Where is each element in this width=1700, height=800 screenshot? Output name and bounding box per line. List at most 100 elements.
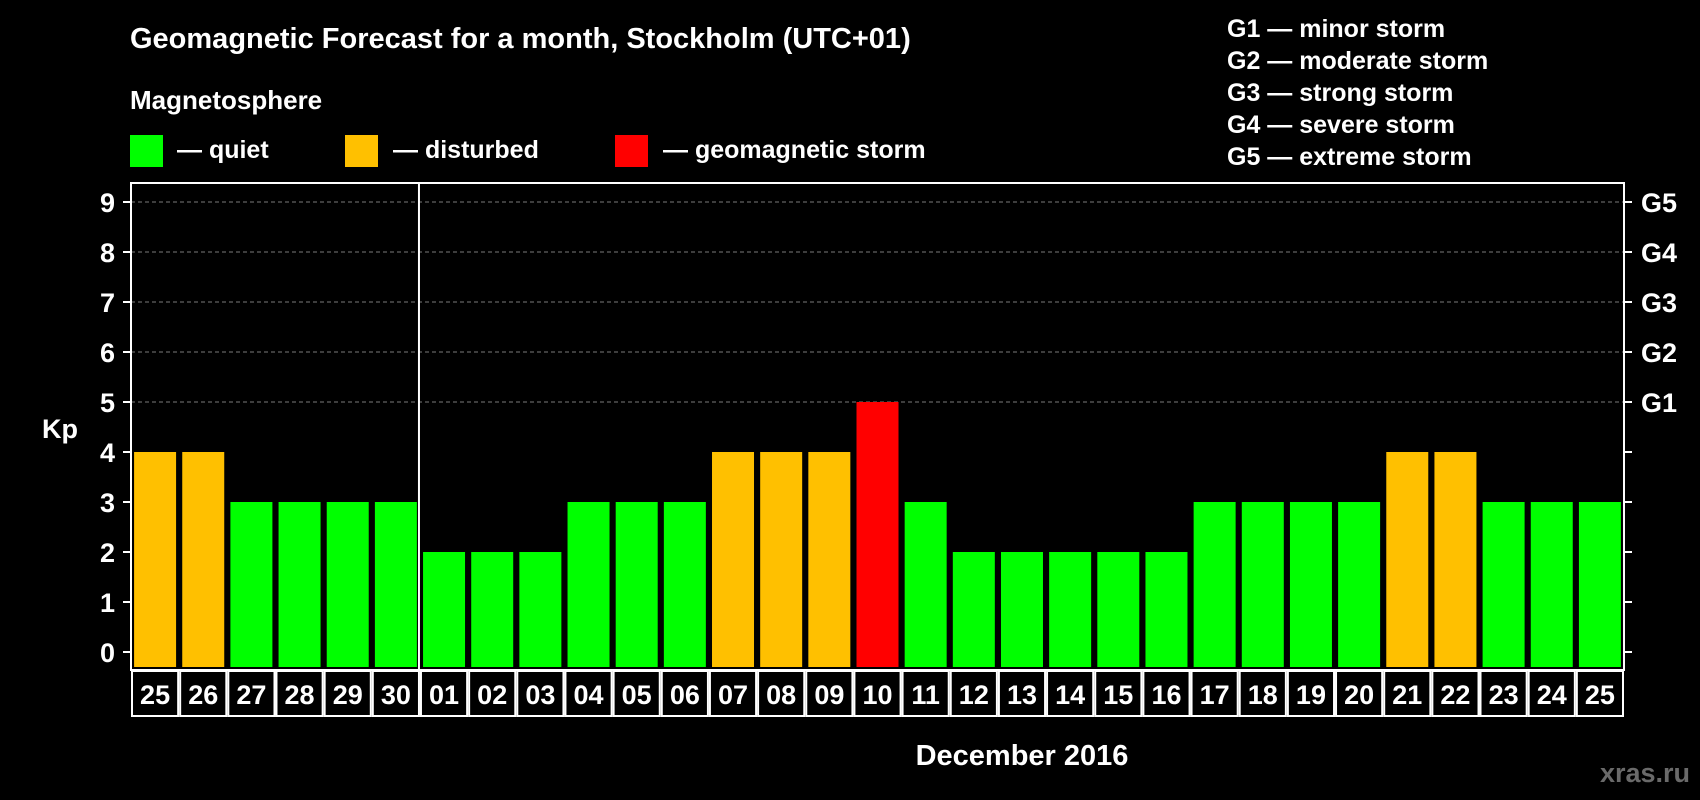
y-tick-label: 2 bbox=[100, 538, 115, 568]
day-label-box bbox=[949, 670, 998, 717]
day-label-box bbox=[371, 670, 420, 717]
legend-swatch-disturbed bbox=[345, 135, 378, 167]
day-label: 28 bbox=[285, 680, 315, 710]
day-label-box bbox=[612, 670, 661, 717]
bar bbox=[1097, 552, 1140, 667]
day-label-box bbox=[1190, 670, 1239, 717]
day-label: 25 bbox=[1585, 680, 1615, 710]
day-label: 07 bbox=[718, 680, 748, 710]
bar bbox=[134, 452, 177, 667]
day-label-box bbox=[179, 670, 228, 717]
day-label: 17 bbox=[1200, 680, 1230, 710]
bar bbox=[1049, 552, 1092, 667]
storm-scale-g5: G5 — extreme storm bbox=[1227, 143, 1472, 171]
day-label-box bbox=[275, 670, 324, 717]
day-label: 11 bbox=[911, 680, 940, 710]
day-label-box bbox=[1142, 670, 1191, 717]
day-label-box bbox=[1238, 670, 1287, 717]
day-label: 18 bbox=[1248, 680, 1278, 710]
bar bbox=[567, 502, 610, 667]
day-label-box bbox=[1479, 670, 1528, 717]
bar bbox=[1193, 502, 1236, 667]
day-label: 27 bbox=[236, 680, 266, 710]
day-label-box bbox=[1286, 670, 1336, 717]
bar bbox=[326, 502, 369, 667]
day-label-box bbox=[323, 670, 372, 717]
day-label: 14 bbox=[1055, 680, 1085, 710]
day-label-box bbox=[660, 670, 709, 717]
magnetosphere-label: Magnetosphere bbox=[130, 85, 322, 115]
legend: — quiet — disturbed — geomagnetic storm bbox=[130, 135, 926, 167]
chart-title: Geomagnetic Forecast for a month, Stockh… bbox=[130, 23, 911, 55]
bar bbox=[230, 502, 273, 667]
day-label-box bbox=[1046, 670, 1095, 717]
bar bbox=[374, 502, 417, 667]
bar bbox=[1482, 502, 1525, 667]
gridlines bbox=[131, 201, 1624, 403]
legend-swatch-quiet bbox=[130, 135, 163, 167]
bar bbox=[1000, 552, 1043, 667]
bar bbox=[663, 502, 706, 667]
bar bbox=[808, 452, 851, 667]
day-label: 30 bbox=[381, 680, 411, 710]
day-label-box bbox=[227, 670, 276, 717]
day-label-box bbox=[901, 670, 950, 717]
bar bbox=[952, 552, 995, 667]
day-label-box bbox=[853, 670, 902, 717]
storm-scale-g2: G2 — moderate storm bbox=[1227, 47, 1488, 75]
storm-level-labels: G1 G2 G3 G4 G5 bbox=[1641, 188, 1677, 418]
day-label-box bbox=[1383, 670, 1432, 717]
x-axis-label: December 2016 bbox=[916, 740, 1129, 772]
bar bbox=[519, 552, 562, 667]
day-label-box bbox=[1527, 670, 1576, 717]
day-label-box bbox=[708, 670, 758, 717]
legend-label-disturbed: — disturbed bbox=[393, 136, 539, 164]
day-label: 23 bbox=[1489, 680, 1519, 710]
day-label-box bbox=[997, 670, 1047, 717]
bar bbox=[1386, 452, 1429, 667]
bar bbox=[278, 502, 321, 667]
bar bbox=[904, 502, 947, 667]
day-label-box bbox=[419, 670, 469, 717]
storm-level-label: G4 bbox=[1641, 238, 1677, 268]
day-label-box bbox=[805, 670, 854, 717]
y-axis-label: Kp bbox=[42, 414, 78, 444]
bar bbox=[1338, 502, 1381, 667]
day-label: 25 bbox=[140, 680, 170, 710]
legend-label-storm: — geomagnetic storm bbox=[663, 136, 926, 164]
day-label: 05 bbox=[622, 680, 652, 710]
day-label: 19 bbox=[1296, 680, 1326, 710]
storm-level-label: G5 bbox=[1641, 188, 1677, 218]
bar bbox=[1578, 502, 1621, 667]
bars bbox=[134, 402, 1621, 667]
legend-swatch-storm bbox=[615, 135, 648, 167]
storm-scale-g4: G4 — severe storm bbox=[1227, 111, 1455, 139]
day-label: 08 bbox=[766, 680, 796, 710]
y-tick-label: 8 bbox=[100, 238, 115, 268]
storm-level-label: G2 bbox=[1641, 338, 1677, 368]
day-label-box bbox=[468, 670, 517, 717]
day-label: 02 bbox=[477, 680, 507, 710]
day-label-box bbox=[757, 670, 806, 717]
day-label-box bbox=[1335, 670, 1384, 717]
day-label: 13 bbox=[1007, 680, 1037, 710]
bar bbox=[856, 402, 899, 667]
bar bbox=[423, 552, 466, 667]
y-tick-label: 0 bbox=[100, 638, 115, 668]
day-label: 24 bbox=[1537, 680, 1567, 710]
bar bbox=[1289, 502, 1332, 667]
storm-scale-g1: G1 — minor storm bbox=[1227, 15, 1445, 43]
storm-level-label: G1 bbox=[1641, 388, 1677, 418]
day-label: 20 bbox=[1344, 680, 1374, 710]
bar bbox=[1241, 502, 1284, 667]
day-label: 26 bbox=[188, 680, 218, 710]
day-label: 29 bbox=[333, 680, 363, 710]
watermark: xras.ru bbox=[1600, 758, 1690, 788]
day-label: 04 bbox=[574, 680, 604, 710]
legend-label-quiet: — quiet bbox=[177, 136, 269, 164]
bar bbox=[1145, 552, 1188, 667]
day-label: 16 bbox=[1151, 680, 1181, 710]
bar bbox=[1434, 452, 1477, 667]
day-label-box bbox=[564, 670, 613, 717]
